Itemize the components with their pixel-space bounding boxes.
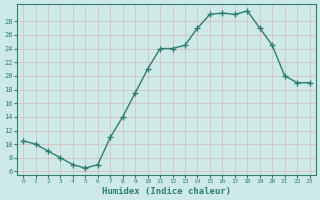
- X-axis label: Humidex (Indice chaleur): Humidex (Indice chaleur): [102, 187, 231, 196]
